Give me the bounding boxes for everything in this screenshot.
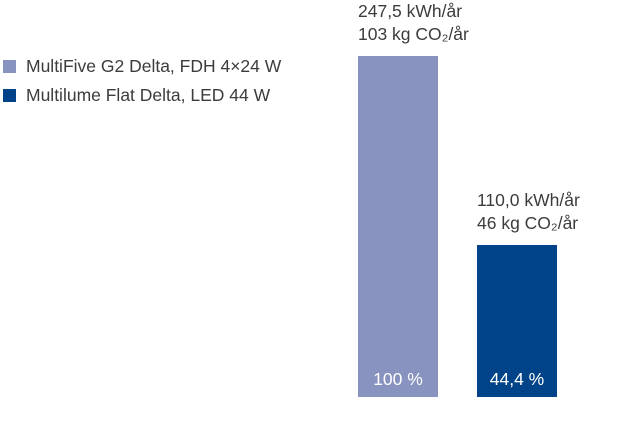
bar-multifive: 100 %	[358, 56, 438, 397]
legend-label-multifive: MultiFive G2 Delta, FDH 4×24 W	[26, 56, 282, 76]
chart-legend: MultiFive G2 Delta, FDH 4×24 W Multilume…	[3, 56, 281, 105]
legend-color-swatch-icon	[3, 88, 16, 102]
legend-item-multifive: MultiFive G2 Delta, FDH 4×24 W	[3, 56, 281, 76]
bar-group-multilume: 110,0 kWh/år 46 kg CO₂/år 44,4 %	[477, 0, 580, 397]
bar-multilume: 44,4 %	[477, 245, 557, 397]
legend-label-multilume: Multilume Flat Delta, LED 44 W	[26, 85, 271, 105]
percent-label-multifive: 100 %	[373, 369, 423, 389]
plot-area: 247,5 kWh/år 103 kg CO₂/år 100 % 110,0 k…	[358, 0, 580, 397]
energy-value-multilume: 110,0 kWh/år	[477, 190, 580, 210]
percent-label-multilume: 44,4 %	[489, 369, 545, 389]
co2-value-multifive: 103 kg CO₂/år	[358, 24, 469, 44]
legend-color-swatch-icon	[3, 59, 16, 73]
bar-value-label-multilume: 110,0 kWh/år 46 kg CO₂/år	[477, 189, 580, 235]
legend-item-multilume: Multilume Flat Delta, LED 44 W	[3, 85, 281, 105]
bar-value-label-multifive: 247,5 kWh/år 103 kg CO₂/år	[358, 0, 469, 46]
co2-value-multilume: 46 kg CO₂/år	[477, 213, 579, 233]
bar-group-multifive: 247,5 kWh/år 103 kg CO₂/år 100 %	[358, 0, 469, 397]
energy-value-multifive: 247,5 kWh/år	[358, 1, 463, 21]
